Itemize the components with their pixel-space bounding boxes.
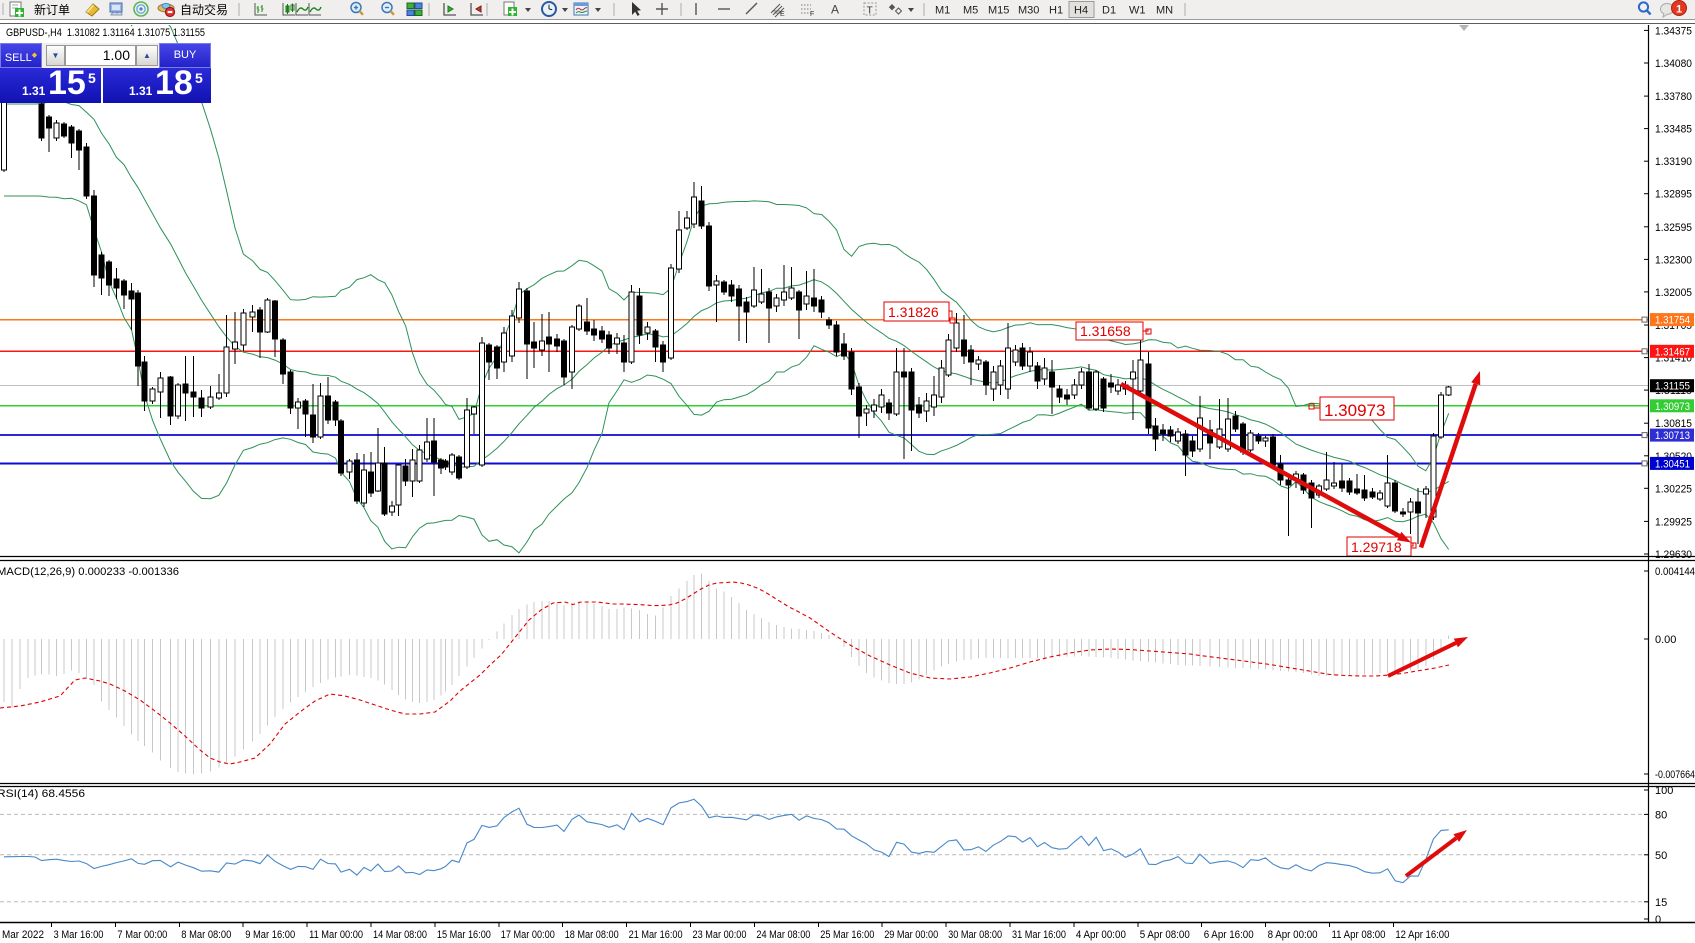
svg-text:30 Mar 08:00: 30 Mar 08:00 <box>948 929 1002 941</box>
svg-text:31 Mar 16:00: 31 Mar 16:00 <box>1012 929 1066 941</box>
svg-text:8 Mar 08:00: 8 Mar 08:00 <box>181 929 231 941</box>
svg-text:1.31658: 1.31658 <box>1080 323 1131 339</box>
svg-text:15: 15 <box>1655 897 1667 909</box>
svg-text:1.32895: 1.32895 <box>1655 189 1692 201</box>
svg-text:1.30713: 1.30713 <box>1655 430 1690 442</box>
svg-text:RSI(14) 68.4556: RSI(14) 68.4556 <box>0 788 85 800</box>
svg-text:1.30451: 1.30451 <box>1655 458 1690 470</box>
svg-text:80: 80 <box>1655 809 1667 821</box>
svg-text:M5: M5 <box>963 5 978 17</box>
svg-text:1.29925: 1.29925 <box>1655 516 1692 528</box>
svg-text:自动交易: 自动交易 <box>180 2 228 17</box>
svg-text:17 Mar 00:00: 17 Mar 00:00 <box>501 929 555 941</box>
svg-text:1.31155: 1.31155 <box>1655 381 1690 393</box>
svg-text:4 Apr 00:00: 4 Apr 00:00 <box>1076 929 1126 941</box>
svg-text:M15: M15 <box>988 5 1009 17</box>
svg-text:9 Mar 16:00: 9 Mar 16:00 <box>245 929 295 941</box>
svg-text:3 Mar 16:00: 3 Mar 16:00 <box>54 929 104 941</box>
svg-text:1.30973: 1.30973 <box>1324 401 1385 420</box>
svg-text:1.31754: 1.31754 <box>1655 315 1690 327</box>
svg-text:MN: MN <box>1156 5 1173 17</box>
svg-text:1.34080: 1.34080 <box>1655 58 1692 70</box>
svg-text:T: T <box>867 5 873 16</box>
svg-text:18 Mar 08:00: 18 Mar 08:00 <box>565 929 619 941</box>
svg-text:12 Apr 16:00: 12 Apr 16:00 <box>1395 929 1449 941</box>
svg-text:F: F <box>810 11 814 18</box>
svg-text:MACD(12,26,9) 0.000233 -0.0013: MACD(12,26,9) 0.000233 -0.001336 <box>0 566 179 578</box>
svg-text:1.32595: 1.32595 <box>1655 222 1692 234</box>
svg-text:1.32300: 1.32300 <box>1655 254 1692 266</box>
svg-text:8 Apr 00:00: 8 Apr 00:00 <box>1268 929 1318 941</box>
svg-text:1.30973: 1.30973 <box>1655 401 1690 413</box>
svg-text:11 Apr 08:00: 11 Apr 08:00 <box>1332 929 1386 941</box>
svg-text:M1: M1 <box>935 5 950 17</box>
svg-text:0.004144: 0.004144 <box>1655 566 1695 578</box>
svg-text:6 Apr 16:00: 6 Apr 16:00 <box>1204 929 1254 941</box>
svg-text:D1: D1 <box>1102 5 1116 17</box>
svg-text:H1: H1 <box>1049 5 1063 17</box>
svg-text:25 Mar 16:00: 25 Mar 16:00 <box>820 929 874 941</box>
svg-text:1.33190: 1.33190 <box>1655 156 1692 168</box>
svg-text:Mar 2022: Mar 2022 <box>2 929 44 941</box>
svg-text:A: A <box>831 3 839 17</box>
svg-text:1.29718: 1.29718 <box>1351 539 1402 555</box>
svg-text:21 Mar 16:00: 21 Mar 16:00 <box>629 929 683 941</box>
svg-text:0: 0 <box>1655 914 1661 926</box>
svg-text:H4: H4 <box>1074 5 1088 17</box>
svg-text:1.30815: 1.30815 <box>1655 418 1692 430</box>
svg-text:5 Apr 08:00: 5 Apr 08:00 <box>1140 929 1190 941</box>
svg-text:M30: M30 <box>1018 5 1039 17</box>
svg-text:1.30225: 1.30225 <box>1655 483 1692 495</box>
svg-text:-0.007664: -0.007664 <box>1655 769 1695 781</box>
svg-text:1: 1 <box>1676 4 1682 16</box>
svg-text:7 Mar 00:00: 7 Mar 00:00 <box>117 929 167 941</box>
svg-text:0.00: 0.00 <box>1655 634 1676 646</box>
svg-text:23 Mar 00:00: 23 Mar 00:00 <box>693 929 747 941</box>
svg-text:14 Mar 08:00: 14 Mar 08:00 <box>373 929 427 941</box>
svg-text:1.32005: 1.32005 <box>1655 287 1692 299</box>
svg-text:W1: W1 <box>1129 5 1146 17</box>
svg-text:15 Mar 16:00: 15 Mar 16:00 <box>437 929 491 941</box>
svg-text:1.31826: 1.31826 <box>888 304 939 320</box>
svg-text:100: 100 <box>1655 785 1673 797</box>
svg-text:1.31467: 1.31467 <box>1655 346 1690 358</box>
svg-text:1.29630: 1.29630 <box>1655 549 1692 561</box>
svg-text:24 Mar 08:00: 24 Mar 08:00 <box>756 929 810 941</box>
svg-text:GBPUSD-,H4 1.31082 1.31164 1.: GBPUSD-,H4 1.31082 1.31164 1.31075 1.311… <box>6 27 205 39</box>
svg-text:1.33780: 1.33780 <box>1655 91 1692 103</box>
svg-text:11 Mar 00:00: 11 Mar 00:00 <box>309 929 363 941</box>
svg-text:1.34375: 1.34375 <box>1655 25 1692 37</box>
svg-text:E: E <box>780 11 785 18</box>
svg-text:1.33485: 1.33485 <box>1655 124 1692 136</box>
svg-text:50: 50 <box>1655 850 1667 862</box>
svg-text:29 Mar 00:00: 29 Mar 00:00 <box>884 929 938 941</box>
svg-text:新订单: 新订单 <box>34 2 70 17</box>
